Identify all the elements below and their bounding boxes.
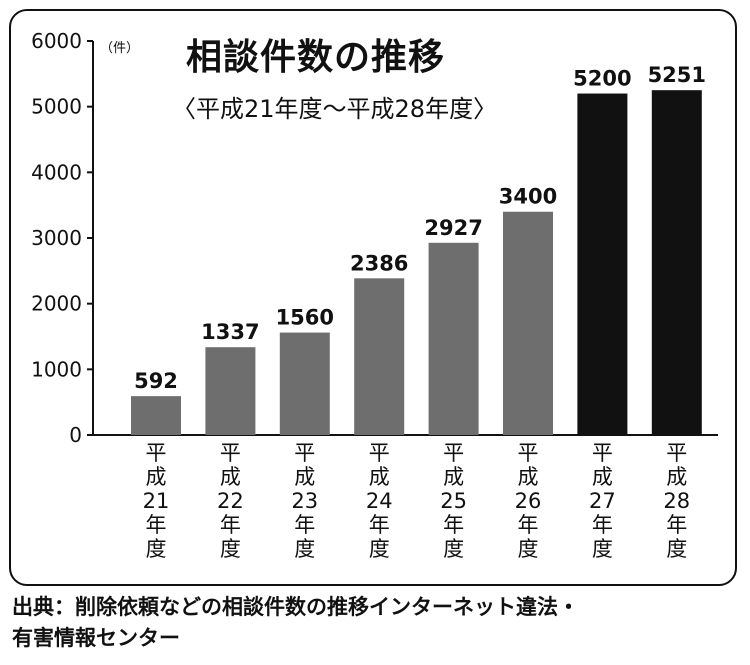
y-tick-label: 4000: [31, 160, 82, 184]
bar: [651, 90, 702, 436]
y-axis-unit: （件）: [100, 41, 140, 56]
source-note: 出典：削除依頼などの相談件数の推移インターネット違法・ 有害情報センター: [12, 592, 742, 654]
x-tick-label: 平成 24 年度: [366, 441, 393, 561]
chart-title: 相談件数の推移: [186, 37, 446, 78]
bar: [428, 242, 479, 435]
bar: [577, 93, 628, 436]
bar-value-label: 1337: [201, 320, 259, 344]
source-line-2: 有害情報センター: [12, 626, 180, 650]
bar: [131, 396, 181, 435]
y-tick-label: 1000: [31, 357, 82, 381]
x-tick-label: 平成 25 年度: [440, 441, 467, 561]
x-tick-label: 平成 22 年度: [217, 441, 244, 561]
x-tick-label: 平成 27 年度: [589, 441, 616, 561]
x-tick-label: 平成 23 年度: [291, 441, 318, 561]
bar: [279, 332, 330, 435]
x-tick-label: 平成 26 年度: [515, 441, 542, 561]
bar-value-label: 2927: [424, 216, 482, 240]
y-tick-label: 6000: [31, 29, 82, 53]
bar-value-label: 1560: [276, 306, 334, 330]
x-tick-label: 平成 28 年度: [663, 441, 690, 561]
source-line-1: 出典：削除依頼などの相談件数の推移インターネット違法・: [12, 595, 579, 619]
y-tick-label: 3000: [31, 226, 82, 250]
bar-value-label: 592: [134, 369, 178, 393]
bar-value-label: 2386: [350, 251, 408, 275]
bar-value-label: 3400: [499, 185, 557, 209]
x-tick-label: 平成 21 年度: [143, 441, 170, 561]
y-tick-label: 5000: [31, 95, 82, 119]
y-tick-label: 0: [69, 423, 82, 447]
y-tick-label: 2000: [31, 292, 82, 316]
bar: [205, 347, 256, 435]
bar-value-label: 5200: [573, 67, 631, 91]
bar: [503, 211, 553, 435]
chart-subtitle: 〈平成21年度～平成28年度〉: [172, 95, 498, 123]
bar: [354, 278, 405, 435]
bar-value-label: 5251: [648, 63, 706, 87]
